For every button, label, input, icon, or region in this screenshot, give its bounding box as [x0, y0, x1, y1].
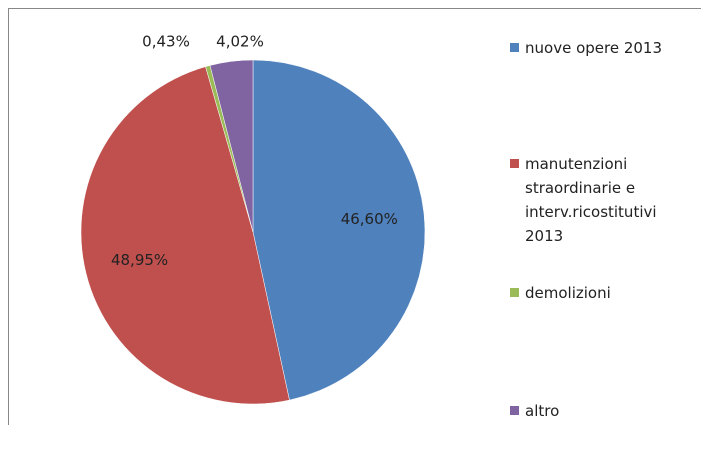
legend-item: altro	[510, 399, 685, 423]
pie-slice	[252, 59, 426, 401]
data-label: 0,43%	[142, 33, 190, 51]
legend-swatch	[510, 159, 519, 168]
data-label: 48,95%	[111, 251, 168, 269]
legend-swatch	[510, 406, 519, 415]
data-label: 46,60%	[341, 210, 398, 228]
chart-frame	[8, 8, 701, 425]
legend-label: nuove opere 2013	[525, 39, 662, 57]
pie-slice	[80, 66, 290, 405]
data-label: 4,02%	[216, 33, 264, 51]
legend-swatch	[510, 288, 519, 297]
legend-label: altro	[525, 402, 560, 420]
legend-label: demolizioni	[525, 284, 611, 302]
legend-item: nuove opere 2013	[510, 36, 685, 60]
legend-label: manutenzioni straordinarie e interv.rico…	[525, 155, 657, 245]
legend-item: demolizioni	[510, 281, 685, 305]
legend-item: manutenzioni straordinarie e interv.rico…	[510, 152, 685, 248]
legend-swatch	[510, 43, 519, 52]
pie-slice	[209, 59, 254, 233]
